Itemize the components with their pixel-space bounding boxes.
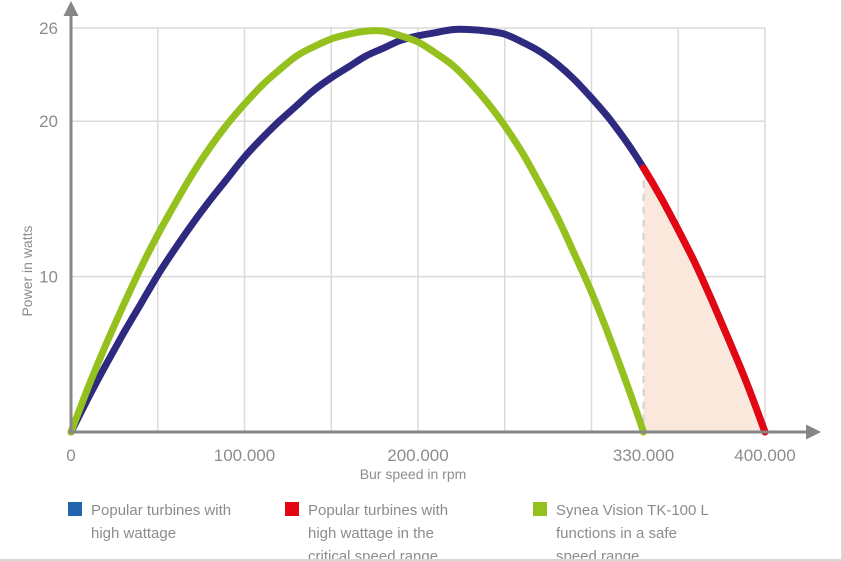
x-tick-label: 200.000 [387, 446, 448, 465]
legend-item-critical-range: Popular turbines with high wattage in th… [285, 499, 449, 561]
y-tick-label: 10 [39, 268, 58, 287]
tick-labels: 0 100.000 200.000 330.000 400.000 10 20 26 [39, 19, 796, 465]
critical-area-fill [643, 167, 765, 432]
curve-critical-range [640, 164, 769, 436]
legend-label-line: speed range [556, 548, 640, 561]
x-axis-arrow-icon [806, 424, 821, 440]
x-tick-label: 400.000 [734, 446, 795, 465]
legend-label-line: functions in a safe [556, 525, 677, 542]
x-tick-label: 330.000 [613, 446, 674, 465]
x-tick-label: 0 [66, 446, 75, 465]
legend-swatch-blue [68, 502, 82, 516]
x-axis-title: Bur speed in rpm [359, 466, 467, 482]
curve-synea-vision [67, 27, 647, 436]
legend-item-popular-turbines: Popular turbines with high wattage [68, 499, 231, 545]
x-tick-label: 100.000 [214, 446, 275, 465]
legend-label-line: Popular turbines with [91, 502, 232, 519]
curves [67, 25, 769, 436]
y-tick-label: 26 [39, 19, 58, 38]
legend-label-line: critical speed range [308, 548, 439, 561]
legend-label-line: high wattage [91, 525, 177, 542]
legend-swatch-green [533, 502, 547, 516]
critical-speed-area [643, 167, 765, 432]
axes [63, 1, 821, 440]
legend-swatch-red [285, 502, 299, 516]
y-tick-label: 20 [39, 112, 58, 131]
y-axis-title: Power in watts [19, 225, 35, 317]
legend-label-line: high wattage in the [308, 525, 434, 542]
legend-label-line: Synea Vision TK-100 L [556, 502, 709, 519]
y-axis-arrow-icon [63, 1, 79, 16]
power-curve-plot: 0 100.000 200.000 330.000 400.000 10 20 26 [39, 1, 821, 465]
legend-item-synea-vision: Synea Vision TK-100 L functions in a saf… [533, 499, 709, 561]
legend-label-line: Popular turbines with [308, 502, 449, 519]
